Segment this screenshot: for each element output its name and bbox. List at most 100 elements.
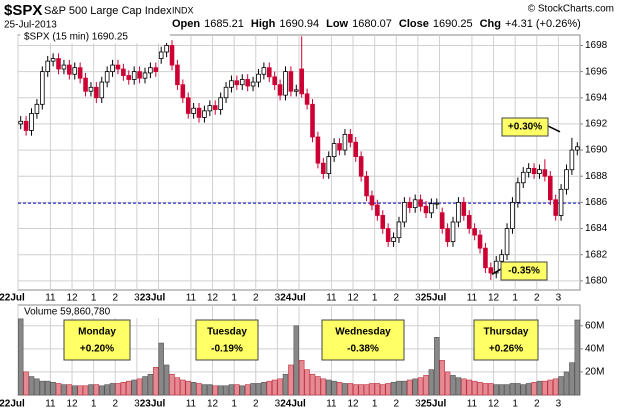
volume-bar	[477, 382, 483, 396]
candle-body	[34, 103, 40, 114]
candle-body	[337, 143, 342, 151]
volume-bar	[196, 383, 202, 396]
candle-body	[466, 215, 472, 229]
x-tick-label: 11	[467, 293, 478, 304]
x-tick-label: 23Jul	[140, 399, 166, 410]
symbol: $SPX	[4, 2, 42, 19]
x-tick-label: 11	[186, 293, 197, 304]
candle-body	[364, 175, 369, 197]
candle-body	[283, 71, 288, 96]
candle-body	[153, 67, 159, 73]
candle-body	[148, 67, 153, 74]
x-tick-label: 11	[326, 399, 337, 410]
candle-body	[88, 86, 94, 92]
x-tick-label: 3	[134, 399, 140, 410]
day-name: Thursday	[483, 327, 528, 338]
candle-body	[18, 120, 23, 125]
candle-body	[131, 71, 137, 80]
x-tick-label: 11	[186, 399, 197, 410]
volume-bar	[50, 382, 56, 396]
quote-line: Open 1685.21 High 1690.94 Low 1680.07 Close 169…	[172, 18, 581, 30]
volume-bar	[531, 382, 537, 396]
volume-bar	[158, 342, 164, 396]
quote-label: Chg	[480, 18, 501, 30]
x-tick-label: 2	[393, 293, 399, 304]
x-tick-label: 2	[112, 293, 118, 304]
y-tick-label: 1684	[585, 223, 608, 234]
volume-bar	[325, 379, 332, 396]
x-tick-label: 3	[134, 293, 140, 304]
candle-body	[412, 199, 418, 209]
volume-bar	[163, 364, 170, 396]
volume-bar	[309, 373, 316, 396]
x-tick-label: 2	[112, 399, 118, 410]
volume-bar	[39, 380, 46, 396]
x-tick-label: 12	[207, 399, 219, 410]
candle-body	[515, 182, 521, 203]
quote-value: 1690.25	[433, 18, 473, 30]
volume-bar	[536, 380, 543, 396]
volume-bar	[282, 373, 289, 396]
candle-body	[315, 136, 321, 164]
candle-body	[229, 80, 234, 88]
x-tick-label: 25Jul	[421, 399, 447, 410]
volume-bar	[353, 384, 359, 396]
candle-body	[83, 77, 88, 92]
x-tick-label: 22Jul	[0, 399, 25, 410]
candle-body	[358, 156, 364, 177]
candle-body	[142, 72, 148, 79]
volume-bar	[552, 378, 559, 396]
candle-body	[310, 103, 315, 138]
volume-bar	[298, 360, 305, 396]
candle-body	[126, 75, 132, 80]
candle-body	[326, 156, 332, 175]
volume-bar	[563, 371, 570, 396]
volume-bar	[293, 325, 300, 396]
candle-body	[391, 237, 396, 243]
candle-body	[250, 81, 256, 87]
volume-bar	[396, 380, 402, 396]
candle-body	[121, 68, 126, 76]
volume-bar	[407, 379, 413, 396]
quote-value: 1680.07	[352, 18, 392, 30]
candle-body	[185, 97, 191, 114]
legend-box	[20, 306, 160, 318]
volume-bar	[461, 378, 467, 396]
x-tick-label: 2	[534, 293, 540, 304]
y-tick-label: 1680	[585, 275, 608, 286]
x-tick-label: 2	[253, 293, 259, 304]
x-tick-label: 12	[66, 293, 78, 304]
candle-body	[218, 97, 223, 110]
volume-bar	[88, 384, 94, 396]
volume-bar	[223, 385, 229, 396]
volume-bar	[66, 384, 73, 396]
candle-body	[547, 175, 553, 201]
candle-body	[348, 133, 353, 143]
candle-body	[234, 80, 240, 86]
candle-body	[510, 201, 515, 229]
volume-bar	[401, 380, 408, 396]
x-tick-label: 12	[347, 293, 359, 304]
y-tick-label: 1698	[585, 40, 608, 51]
candle-body	[456, 201, 461, 223]
volume-bar	[136, 378, 143, 396]
candle-body	[493, 260, 499, 274]
volume-bar	[126, 380, 132, 396]
candle-body	[202, 110, 207, 118]
volume-bar	[239, 385, 245, 396]
day-change: -0.19%	[211, 344, 243, 355]
volume-bar	[55, 383, 62, 396]
candle-body	[450, 221, 456, 243]
candle-body	[542, 169, 548, 177]
volume-bar	[363, 384, 370, 396]
volume-bar	[277, 378, 283, 396]
x-tick-label: 11	[45, 399, 56, 410]
candle-body	[94, 86, 99, 99]
candle-body	[483, 247, 488, 269]
volume-bar	[504, 384, 510, 396]
volume-bar	[569, 362, 575, 396]
x-tick-label: 1	[231, 293, 237, 304]
volume-bar	[450, 375, 456, 396]
volume-bar	[471, 380, 478, 396]
